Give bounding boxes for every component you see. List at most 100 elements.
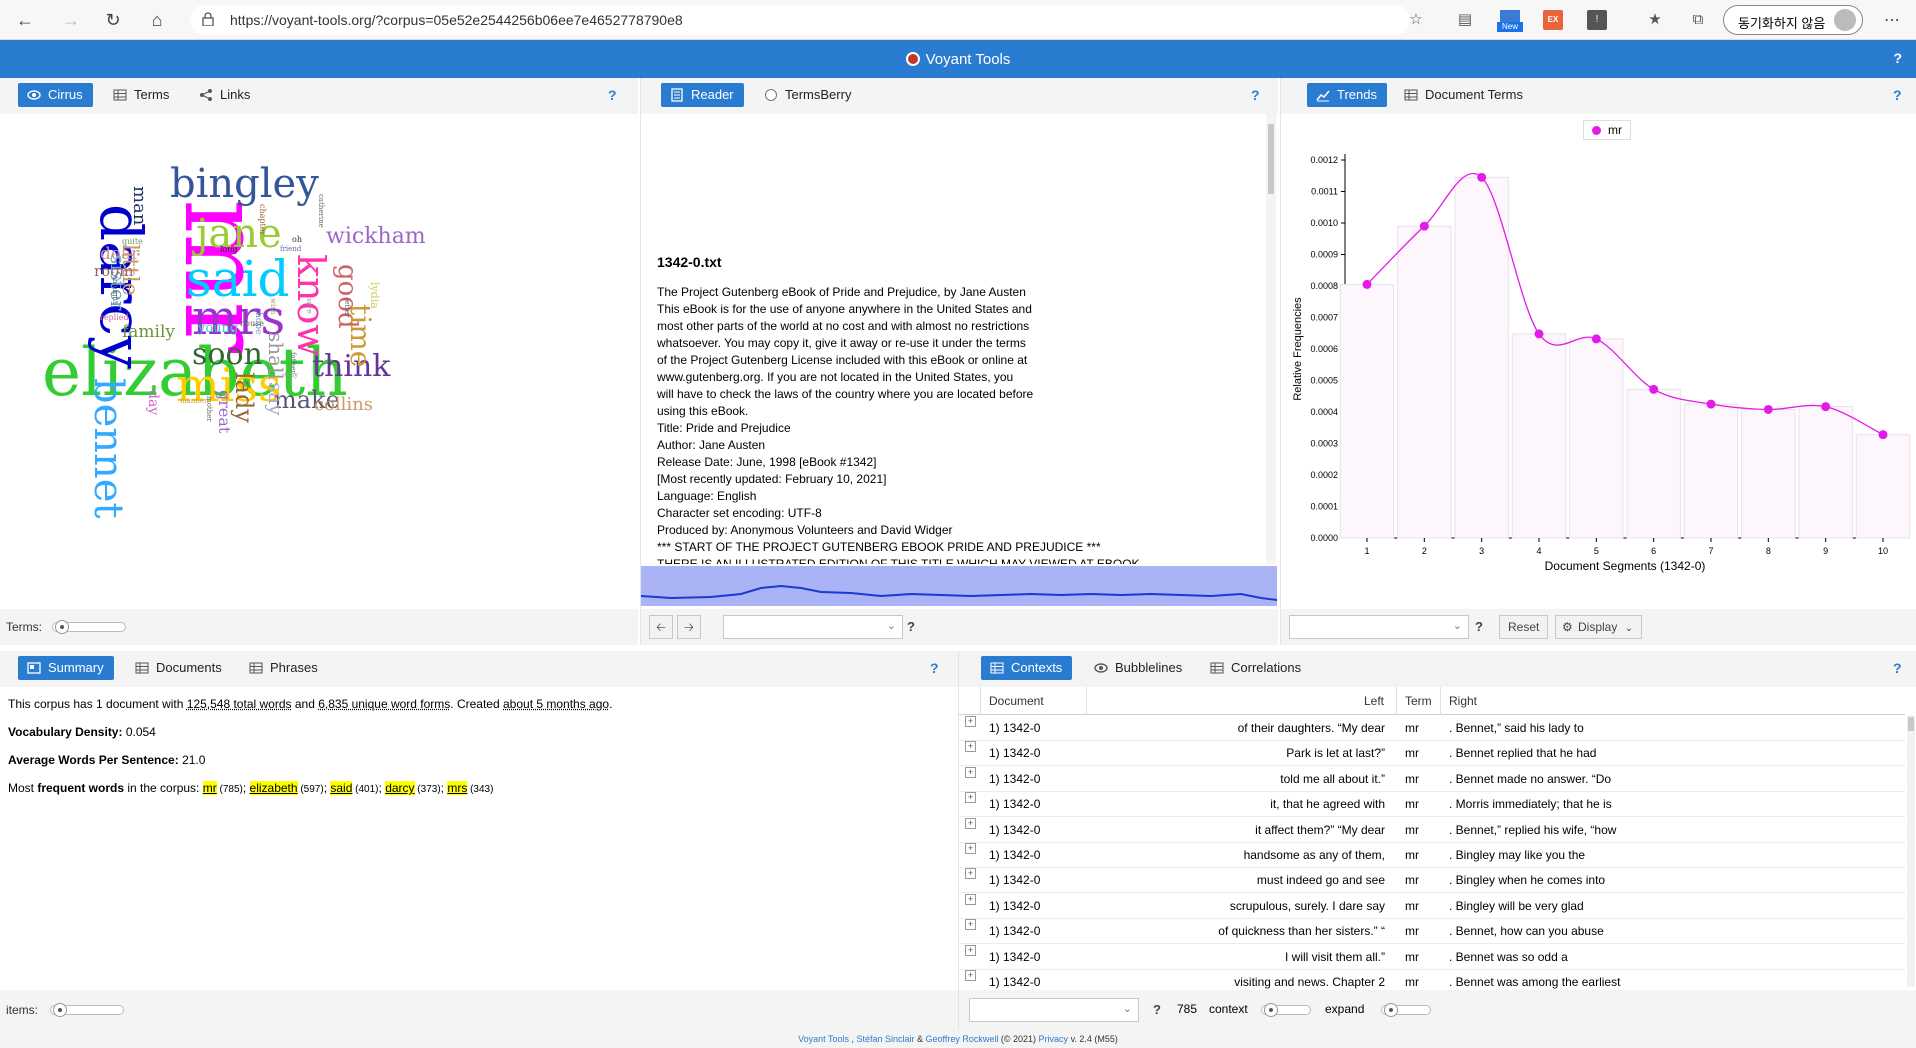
cloud-word-oh[interactable]: oh bbox=[292, 236, 302, 244]
tab-links[interactable]: Links bbox=[190, 83, 260, 107]
extension-ex-icon[interactable]: EX bbox=[1543, 10, 1563, 30]
cloud-word-sure[interactable]: sure bbox=[305, 298, 312, 314]
cloud-word-mother[interactable]: mother bbox=[205, 396, 212, 422]
home-icon[interactable]: ⌂ bbox=[144, 8, 170, 32]
cloud-word-letter[interactable]: letter bbox=[343, 298, 350, 318]
contexts-scroll-thumb[interactable] bbox=[1908, 717, 1914, 731]
reader-scrollbar[interactable] bbox=[1266, 114, 1276, 564]
address-bar[interactable]: https://voyant-tools.org/?corpus=05e52e2… bbox=[190, 5, 1410, 35]
extension-info-icon[interactable]: ! bbox=[1587, 10, 1607, 30]
cloud-word-family[interactable]: family bbox=[122, 324, 175, 341]
previous-arrow-icon[interactable]: 🡠 bbox=[649, 615, 673, 639]
cirrus-help-icon[interactable]: ? bbox=[608, 87, 617, 103]
cloud-word-lydia[interactable]: lydia bbox=[369, 282, 380, 309]
cloud-word-shall[interactable]: shall bbox=[266, 332, 286, 380]
cloud-word-quite[interactable]: quite bbox=[122, 238, 143, 246]
cloud-word-young[interactable]: young bbox=[198, 322, 238, 335]
table-row[interactable]: +1) 1342-0 it, that he agreed with mr . Mor… bbox=[959, 792, 1905, 817]
reader-query-help-icon[interactable]: ? bbox=[907, 619, 915, 634]
sync-profile-button[interactable]: 동기화하지 않음 bbox=[1723, 5, 1863, 35]
trends-query-help-icon[interactable]: ? bbox=[1475, 619, 1483, 634]
table-row[interactable]: +1) 1342-0 told me all about it.” mr . Benn… bbox=[959, 767, 1905, 792]
tab-summary[interactable]: Summary bbox=[18, 656, 114, 680]
reader-text-area[interactable]: 1342-0.txt The Project Gutenberg eBook o… bbox=[645, 114, 1271, 564]
tab-phrases[interactable]: Phrases bbox=[240, 656, 328, 680]
row-expander-icon[interactable]: + bbox=[965, 741, 976, 752]
tab-termsberry[interactable]: TermsBerry bbox=[755, 83, 861, 107]
cloud-word-say[interactable]: say bbox=[266, 382, 286, 416]
row-expander-icon[interactable]: + bbox=[965, 792, 976, 803]
frequent-word-link[interactable]: darcy bbox=[385, 781, 414, 795]
cloud-word-friend[interactable]: friend bbox=[280, 246, 301, 253]
cloud-word-long[interactable]: long bbox=[220, 246, 238, 254]
row-expander-icon[interactable]: + bbox=[965, 868, 976, 879]
tab-trends[interactable]: Trends bbox=[1307, 83, 1387, 107]
term-column-header[interactable]: Term bbox=[1397, 687, 1441, 715]
more-menu-icon[interactable]: ⋯ bbox=[1884, 10, 1901, 30]
document-column-header[interactable]: Document bbox=[981, 687, 1087, 715]
table-row[interactable]: +1) 1342-0 I will visit them all.” mr . Ben… bbox=[959, 945, 1905, 970]
back-arrow-icon[interactable]: ← bbox=[12, 8, 38, 32]
reader-help-icon[interactable]: ? bbox=[1251, 87, 1260, 103]
items-slider[interactable] bbox=[50, 1005, 124, 1015]
expand-slider[interactable] bbox=[1381, 1005, 1431, 1015]
table-row[interactable]: +1) 1342-0 of quickness than her sisters.… bbox=[959, 919, 1905, 944]
cloud-word-thought[interactable]: thought bbox=[111, 276, 118, 304]
frequent-word-link[interactable]: mr bbox=[203, 781, 217, 795]
footer-app-link[interactable]: Voyant Tools bbox=[798, 1034, 849, 1044]
reader-minimap[interactable] bbox=[641, 566, 1277, 606]
expand-slider-knob[interactable] bbox=[1384, 1003, 1398, 1017]
footer-privacy-link[interactable]: Privacy bbox=[1039, 1034, 1069, 1044]
chevron-down-icon[interactable]: ⌄ bbox=[887, 619, 896, 632]
cloud-word-manner[interactable]: manner bbox=[180, 398, 207, 405]
terms-slider-knob[interactable] bbox=[55, 620, 69, 634]
table-row[interactable]: +1) 1342-0 handsome as any of them, mr . Bi… bbox=[959, 843, 1905, 868]
cloud-word-catherine[interactable]: catherine bbox=[317, 194, 324, 228]
cloud-word-day[interactable]: day bbox=[146, 390, 160, 415]
trends-help-icon[interactable]: ? bbox=[1893, 87, 1902, 103]
cloud-word-way[interactable]: way bbox=[284, 372, 298, 379]
contexts-search-combo[interactable]: ⌄ bbox=[969, 998, 1139, 1022]
cloud-word-chapter[interactable]: chapter bbox=[258, 204, 266, 235]
contexts-scrollbar[interactable] bbox=[1907, 715, 1915, 987]
favorites-icon[interactable]: ★ bbox=[1645, 10, 1665, 30]
cloud-word-lady[interactable]: lady bbox=[232, 372, 256, 423]
reader-search-combo[interactable]: ⌄ bbox=[723, 615, 903, 639]
cloud-word-dear[interactable]: dear bbox=[100, 246, 139, 263]
tab-reader[interactable]: Reader bbox=[661, 83, 744, 107]
row-expander-icon[interactable]: + bbox=[965, 818, 976, 829]
row-expander-icon[interactable]: + bbox=[965, 716, 976, 727]
footer-author1-link[interactable]: Stéfan Sinclair bbox=[856, 1034, 914, 1044]
row-expander-icon[interactable]: + bbox=[965, 843, 976, 854]
cloud-word-soon[interactable]: soon bbox=[192, 340, 263, 370]
table-row[interactable]: +1) 1342-0 scrupulous, surely. I dare say… bbox=[959, 894, 1905, 919]
reset-button[interactable]: Reset bbox=[1499, 615, 1548, 639]
table-row[interactable]: +1) 1342-0 Park is let at last?” mr. Benne… bbox=[959, 741, 1905, 766]
extension-new-icon[interactable]: New bbox=[1497, 10, 1523, 30]
cloud-word-wish[interactable]: wish bbox=[269, 298, 276, 314]
header-help-icon[interactable]: ? bbox=[1893, 50, 1902, 66]
table-row[interactable]: +1) 1342-0 of their daughters. “My dear mr… bbox=[959, 716, 1905, 741]
tab-cirrus[interactable]: Cirrus bbox=[18, 83, 93, 107]
context-slider[interactable] bbox=[1261, 1005, 1311, 1015]
row-expander-icon[interactable]: + bbox=[965, 970, 976, 981]
left-column-header[interactable]: Left bbox=[1087, 687, 1397, 715]
tab-contexts[interactable]: Contexts bbox=[981, 656, 1072, 680]
row-expander-icon[interactable]: + bbox=[965, 945, 976, 956]
reader-scroll-thumb[interactable] bbox=[1268, 124, 1274, 194]
cloud-word-replied[interactable]: replied bbox=[100, 314, 129, 322]
context-slider-knob[interactable] bbox=[1264, 1003, 1278, 1017]
row-expander-icon[interactable]: + bbox=[965, 767, 976, 778]
contexts-query-help-icon[interactable]: ? bbox=[1153, 1002, 1161, 1017]
trends-search-combo[interactable]: ⌄ bbox=[1289, 615, 1469, 639]
refresh-icon[interactable]: ↻ bbox=[100, 8, 126, 32]
frequent-word-link[interactable]: said bbox=[330, 781, 352, 795]
cloud-word-house[interactable]: house bbox=[240, 320, 264, 328]
chevron-down-icon[interactable]: ⌄ bbox=[1453, 619, 1462, 632]
contexts-help-icon[interactable]: ? bbox=[1893, 660, 1902, 676]
summary-help-icon[interactable]: ? bbox=[930, 660, 939, 676]
tab-correlations[interactable]: Correlations bbox=[1201, 656, 1311, 680]
row-expander-icon[interactable]: + bbox=[965, 894, 976, 905]
tab-document-terms[interactable]: Document Terms bbox=[1395, 83, 1533, 107]
footer-author2-link[interactable]: Geoffrey Rockwell bbox=[926, 1034, 999, 1044]
